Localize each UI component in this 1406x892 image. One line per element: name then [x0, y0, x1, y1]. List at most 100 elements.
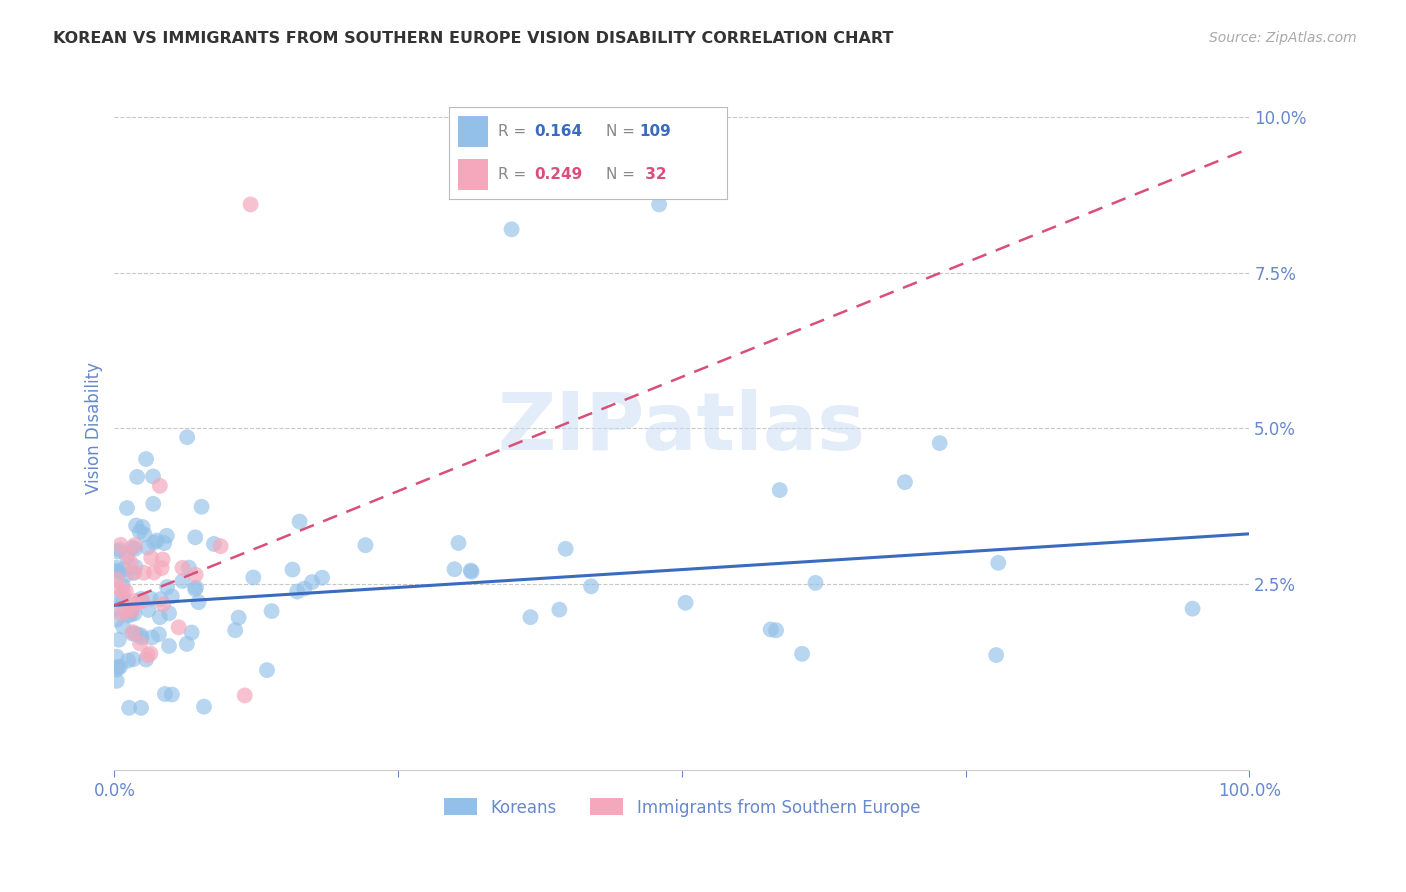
Point — [675, 596, 697, 610]
Point — [209, 539, 232, 553]
Point — [124, 607, 146, 621]
Point — [114, 584, 136, 599]
Point — [125, 627, 148, 641]
Point — [167, 620, 190, 634]
Point — [292, 582, 315, 596]
Point — [281, 563, 304, 577]
Point — [285, 584, 308, 599]
Point — [157, 639, 180, 653]
Point — [121, 541, 143, 555]
Point — [180, 625, 202, 640]
Point — [139, 591, 162, 606]
Point — [111, 579, 134, 593]
Point — [105, 613, 128, 627]
Point — [986, 648, 1008, 662]
Point — [127, 595, 149, 609]
Point — [105, 649, 128, 664]
Point — [110, 538, 132, 552]
Point — [122, 652, 145, 666]
Point — [187, 595, 209, 609]
Point — [184, 582, 207, 596]
Point — [288, 515, 311, 529]
Point — [124, 594, 146, 608]
Point — [124, 559, 146, 574]
Point — [132, 594, 155, 608]
Point — [136, 648, 159, 663]
Point — [117, 608, 139, 623]
Point — [107, 591, 129, 605]
Point — [224, 624, 246, 638]
Point — [129, 628, 152, 642]
Text: KOREAN VS IMMIGRANTS FROM SOUTHERN EUROPE VISION DISABILITY CORRELATION CHART: KOREAN VS IMMIGRANTS FROM SOUTHERN EUROP… — [53, 31, 894, 46]
Point — [131, 520, 153, 534]
Point — [790, 647, 813, 661]
Point — [142, 469, 165, 483]
Point — [142, 497, 165, 511]
Point — [120, 603, 142, 617]
Point — [184, 530, 207, 544]
Point — [141, 631, 163, 645]
Point — [115, 603, 138, 617]
Point — [648, 197, 671, 211]
Point — [260, 604, 283, 618]
Point — [143, 566, 166, 580]
Point — [121, 626, 143, 640]
Point — [153, 687, 176, 701]
Point — [127, 470, 149, 484]
Point — [1181, 601, 1204, 615]
Point — [443, 562, 465, 576]
Point — [548, 602, 571, 616]
Point — [117, 654, 139, 668]
Point — [149, 592, 172, 607]
Point — [354, 538, 377, 552]
Point — [105, 560, 128, 574]
Point — [176, 430, 198, 444]
Point — [184, 581, 207, 595]
Point — [172, 574, 194, 588]
Point — [118, 701, 141, 715]
Point — [120, 607, 142, 622]
Point — [112, 585, 135, 599]
Point — [105, 573, 128, 587]
Point — [121, 604, 143, 618]
Point — [256, 663, 278, 677]
Point — [143, 535, 166, 549]
Point — [135, 452, 157, 467]
Point — [150, 561, 173, 575]
Point — [242, 570, 264, 584]
Text: Source: ZipAtlas.com: Source: ZipAtlas.com — [1209, 31, 1357, 45]
Point — [176, 637, 198, 651]
Point — [139, 647, 162, 661]
Point — [152, 597, 174, 611]
Y-axis label: Vision Disability: Vision Disability — [86, 362, 103, 494]
Point — [122, 566, 145, 580]
Point — [172, 561, 194, 575]
Point — [105, 601, 128, 615]
Point — [131, 631, 153, 645]
Point — [769, 483, 792, 497]
Point — [501, 222, 523, 236]
Point — [190, 500, 212, 514]
Point — [107, 632, 129, 647]
Point — [112, 619, 135, 633]
Point — [460, 565, 482, 579]
Point — [156, 529, 179, 543]
Point — [554, 541, 576, 556]
Point — [124, 541, 146, 556]
Point — [110, 607, 132, 621]
Point — [239, 197, 262, 211]
Point — [765, 624, 787, 638]
Point — [148, 627, 170, 641]
Point — [928, 436, 950, 450]
Point — [125, 518, 148, 533]
Point — [129, 636, 152, 650]
Legend: Koreans, Immigrants from Southern Europe: Koreans, Immigrants from Southern Europe — [437, 792, 927, 823]
Point — [460, 564, 482, 578]
Point — [129, 701, 152, 715]
Point — [177, 560, 200, 574]
Point — [579, 579, 602, 593]
Point — [202, 537, 225, 551]
Point — [149, 479, 172, 493]
Point — [122, 566, 145, 580]
Point — [112, 562, 135, 576]
